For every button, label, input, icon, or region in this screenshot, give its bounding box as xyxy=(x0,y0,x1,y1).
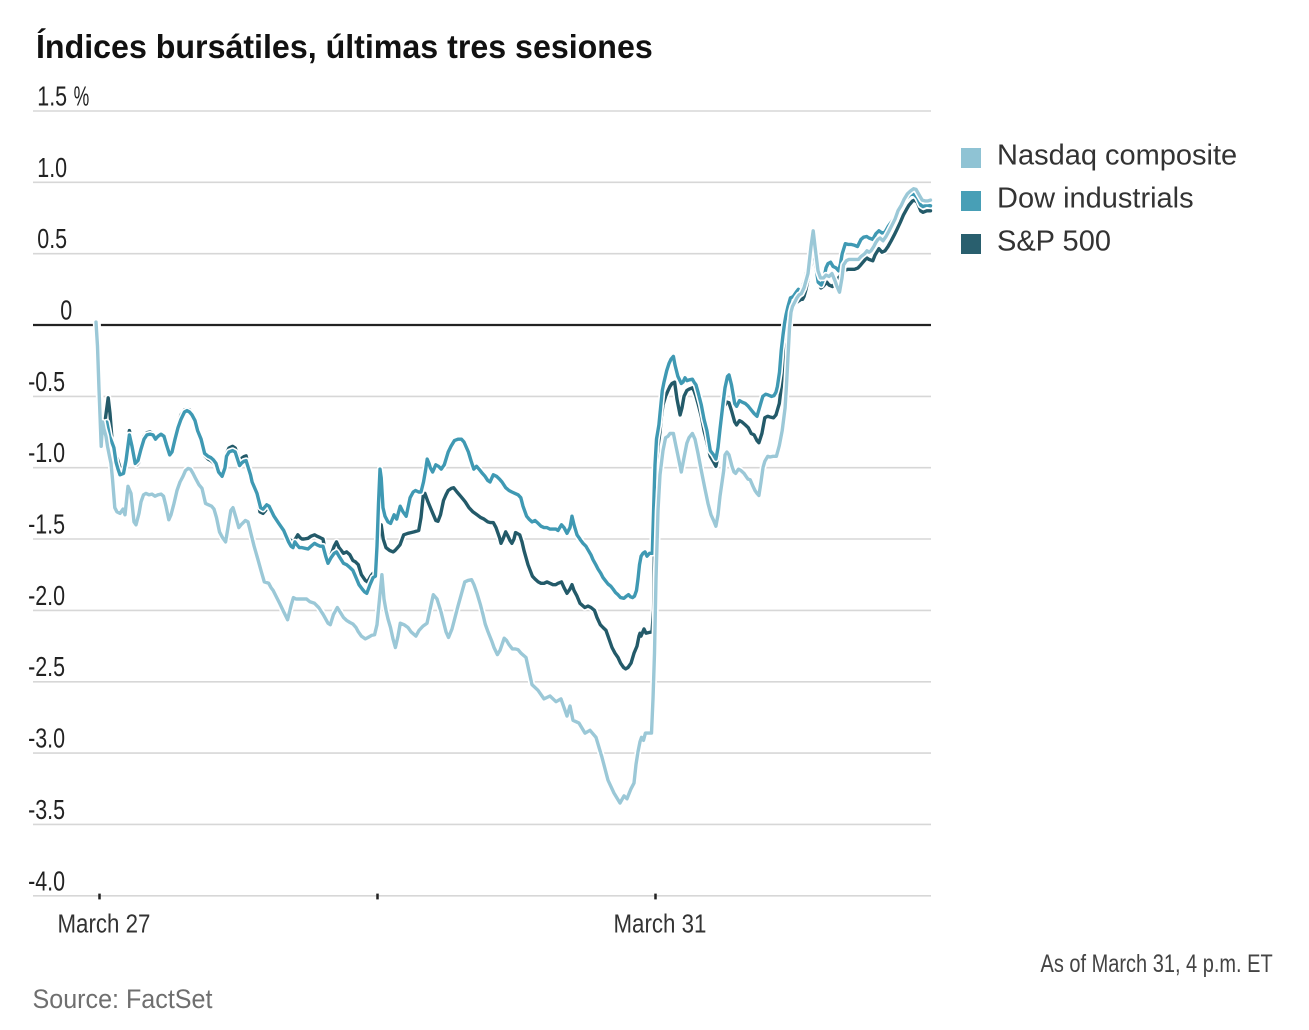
svg-text:-1.0: -1.0 xyxy=(28,439,65,469)
svg-text:Source: FactSet: Source: FactSet xyxy=(33,983,214,1014)
svg-text:Dow industrials: Dow industrials xyxy=(997,183,1194,215)
svg-text:Índices bursátiles, últimas tr: Índices bursátiles, últimas tres sesione… xyxy=(36,28,653,65)
svg-text:0: 0 xyxy=(60,296,72,326)
svg-text:S&P 500: S&P 500 xyxy=(997,226,1111,258)
svg-text:-1.5: -1.5 xyxy=(28,510,65,540)
svg-text:-3.0: -3.0 xyxy=(28,724,65,754)
svg-text:Nasdaq composite: Nasdaq composite xyxy=(997,140,1237,172)
svg-text:1.0: 1.0 xyxy=(37,153,67,183)
svg-text:-2.0: -2.0 xyxy=(28,581,65,611)
svg-text:%: % xyxy=(74,80,90,111)
svg-text:0.5: 0.5 xyxy=(37,225,67,255)
svg-text:1.5: 1.5 xyxy=(37,82,67,112)
svg-text:March 31: March 31 xyxy=(614,910,707,939)
svg-text:-3.5: -3.5 xyxy=(28,795,65,825)
svg-text:-4.0: -4.0 xyxy=(28,867,65,897)
svg-text:-0.5: -0.5 xyxy=(28,367,65,397)
svg-text:March 27: March 27 xyxy=(58,910,151,939)
svg-text:As of March 31, 4 p.m. ET: As of March 31, 4 p.m. ET xyxy=(1041,950,1273,978)
svg-text:-2.5: -2.5 xyxy=(28,653,65,683)
